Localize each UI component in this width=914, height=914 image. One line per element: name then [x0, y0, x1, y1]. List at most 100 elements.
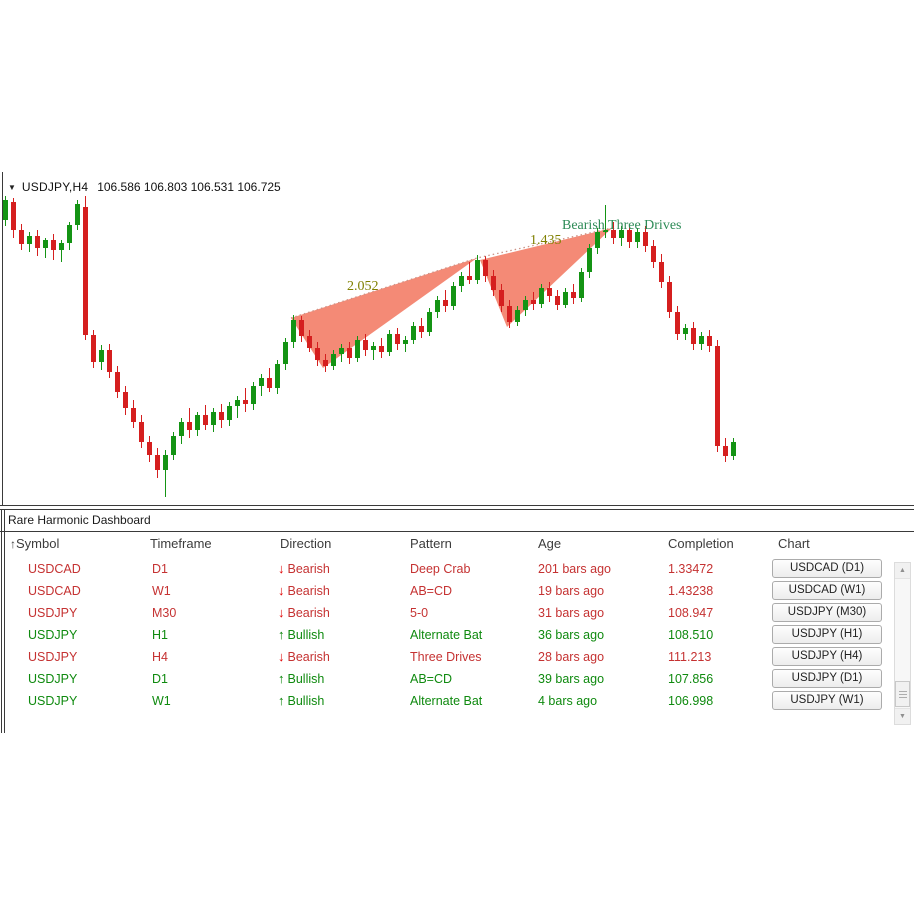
candle-body — [331, 354, 336, 366]
candle-body — [715, 346, 720, 446]
cell-completion: 106.998 — [668, 694, 714, 708]
candle-body — [691, 328, 696, 344]
bullish-arrow-icon: ↑ — [278, 671, 285, 686]
candle-body — [291, 320, 296, 342]
cell-direction: ↓ Bearish — [278, 580, 330, 602]
candle-body — [683, 328, 688, 334]
candle-body — [187, 422, 192, 430]
candle-body — [499, 290, 504, 306]
scroll-down-icon[interactable]: ▼ — [895, 708, 910, 724]
table-row: USDJPY M30 ↓ Bearish 5-0 31 bars ago 108.947 US… — [0, 602, 914, 624]
chart-ohlc-quote: 106.586 106.803 106.531 106.725 — [97, 180, 281, 194]
candle-body — [195, 415, 200, 430]
candle-body — [227, 406, 232, 420]
candle-body — [147, 442, 152, 455]
table-row: USDCAD W1 ↓ Bearish AB=CD 19 bars ago 1.43238 U… — [0, 580, 914, 602]
cell-direction: ↑ Bullish — [278, 690, 324, 712]
cell-timeframe: D1 — [152, 672, 168, 686]
column-header-age[interactable]: Age — [538, 536, 562, 551]
scrollbar-thumb[interactable] — [895, 681, 910, 707]
bullish-arrow-icon: ↑ — [278, 627, 285, 642]
candle-body — [475, 260, 480, 280]
candle-body — [323, 360, 328, 366]
column-header-pattern[interactable]: Pattern — [410, 536, 452, 551]
bearish-arrow-icon: ↓ — [278, 561, 285, 576]
table-row: USDJPY D1 ↑ Bullish AB=CD 39 bars ago 107.856 U… — [0, 668, 914, 690]
cell-age: 28 bars ago — [538, 650, 605, 664]
candle-body — [83, 207, 88, 335]
dashboard-title-divider — [0, 531, 914, 532]
candle-body — [27, 236, 32, 244]
candle-body — [91, 335, 96, 362]
candle-body — [427, 312, 432, 332]
cell-pattern: AB=CD — [410, 672, 453, 686]
pattern-name-label: Bearish Three Drives — [562, 218, 682, 233]
candle-body — [3, 200, 8, 220]
candle-body — [203, 415, 208, 425]
candle-body — [251, 386, 256, 404]
candle-body — [107, 350, 112, 372]
candle-body — [515, 310, 520, 322]
scrollbar-grip-icon — [899, 691, 907, 698]
cell-timeframe: D1 — [152, 562, 168, 576]
open-chart-button[interactable]: USDJPY (H1) — [772, 625, 882, 644]
candle-body — [211, 412, 216, 425]
open-chart-button[interactable]: USDCAD (W1) — [772, 581, 882, 600]
rare-harmonic-dashboard-panel: Rare Harmonic Dashboard ↑Symbol Timefram… — [0, 509, 914, 733]
cell-pattern: Three Drives — [410, 650, 482, 664]
column-header-completion[interactable]: Completion — [668, 536, 734, 551]
cell-symbol: USDCAD — [28, 584, 81, 598]
cell-timeframe: H1 — [152, 628, 168, 642]
candle-body — [299, 320, 304, 336]
candle-body — [35, 236, 40, 248]
candle-body — [587, 248, 592, 272]
column-header-direction[interactable]: Direction — [280, 536, 332, 551]
column-header-chart[interactable]: Chart — [778, 536, 810, 551]
direction-label: Bearish — [287, 650, 330, 664]
pattern-trendline — [290, 227, 613, 319]
candle-body — [555, 296, 560, 305]
candle-body — [643, 232, 648, 246]
candlestick-chart — [3, 196, 736, 497]
open-chart-button[interactable]: USDJPY (W1) — [772, 691, 882, 710]
candle-body — [139, 422, 144, 442]
sort-ascending-icon: ↑ — [10, 537, 16, 551]
cell-pattern: AB=CD — [410, 584, 453, 598]
column-header-timeframe[interactable]: Timeframe — [150, 536, 212, 551]
pattern-ratio-label-1: 2.052 — [347, 279, 379, 294]
dashboard-left-border-inner — [4, 509, 5, 733]
candle-body — [163, 455, 168, 470]
cell-age: 19 bars ago — [538, 584, 605, 598]
candle-body — [379, 346, 384, 352]
candle-body — [547, 288, 552, 296]
open-chart-button[interactable]: USDCAD (D1) — [772, 559, 882, 578]
candle-body — [571, 292, 576, 298]
cell-age: 39 bars ago — [538, 672, 605, 686]
candle-body — [275, 364, 280, 388]
candle-body — [595, 232, 600, 248]
chart-title-bar: ▼ USDJPY,H4 106.586 106.803 106.531 106.72… — [8, 180, 281, 194]
cell-completion: 108.510 — [668, 628, 714, 642]
dashboard-scrollbar[interactable]: ▲ ▼ — [894, 562, 911, 725]
candle-body — [355, 340, 360, 358]
open-chart-button[interactable]: USDJPY (M30) — [772, 603, 882, 622]
candle-body — [267, 378, 272, 388]
candle-body — [115, 372, 120, 392]
scroll-up-icon[interactable]: ▲ — [895, 563, 910, 579]
direction-label: Bearish — [287, 562, 330, 576]
candle-body — [443, 300, 448, 306]
table-row: USDJPY H4 ↓ Bearish Three Drives 28 bars ago 1… — [0, 646, 914, 668]
chart-dropdown-icon[interactable]: ▼ — [8, 183, 16, 192]
candle-body — [435, 300, 440, 312]
open-chart-button[interactable]: USDJPY (D1) — [772, 669, 882, 688]
candle-body — [531, 300, 536, 304]
chart-bottom-border — [0, 505, 914, 506]
cell-symbol: USDJPY — [28, 628, 78, 642]
table-row: USDJPY W1 ↑ Bullish Alternate Bat 4 bars ago 1… — [0, 690, 914, 712]
cell-symbol: USDJPY — [28, 694, 78, 708]
chart-symbol-timeframe: USDJPY,H4 — [21, 180, 89, 194]
open-chart-button[interactable]: USDJPY (H4) — [772, 647, 882, 666]
candle-body — [491, 276, 496, 290]
candle-body — [667, 282, 672, 312]
column-header-symbol[interactable]: ↑Symbol — [10, 536, 60, 551]
